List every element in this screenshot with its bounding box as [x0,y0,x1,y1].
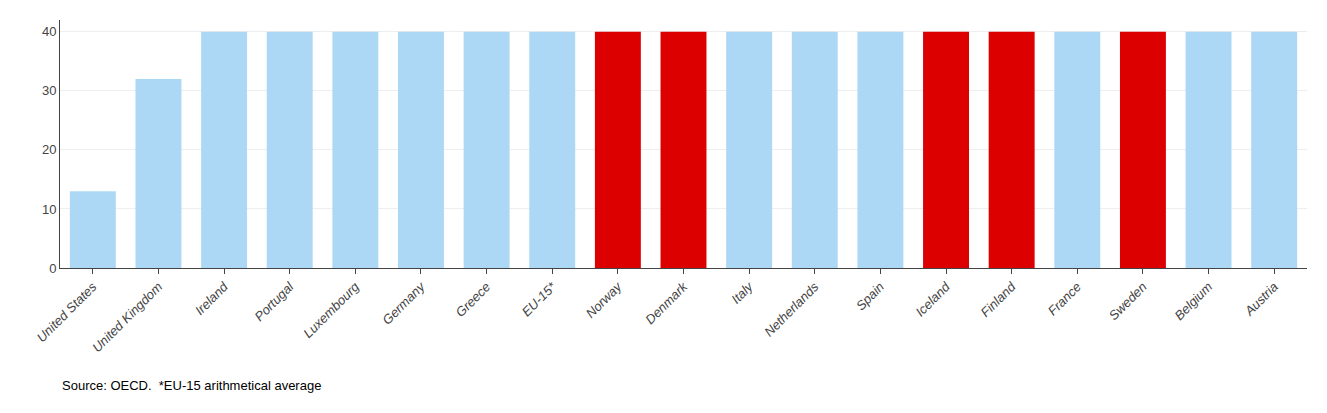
svg-text:40: 40 [42,24,56,39]
svg-text:Iceland: Iceland [912,279,953,320]
svg-text:France: France [1045,279,1084,318]
svg-text:Ireland: Ireland [192,279,231,318]
svg-text:Belgium: Belgium [1171,279,1215,323]
svg-text:Greece: Greece [453,279,494,320]
svg-text:United Kingdom: United Kingdom [89,279,165,355]
svg-text:10: 10 [42,202,56,217]
svg-text:Denmark: Denmark [642,278,691,327]
svg-text:Luxembourg: Luxembourg [300,279,362,341]
svg-text:Austria: Austria [1241,279,1281,319]
svg-text:Germany: Germany [379,278,428,327]
svg-text:Spain: Spain [853,279,887,313]
svg-text:30: 30 [42,83,56,98]
svg-text:Italy: Italy [728,278,757,307]
svg-text:Finland: Finland [978,279,1019,320]
svg-text:EU-15*: EU-15* [519,279,560,320]
svg-text:Source: OECD. *EU-15 arithmet: Source: OECD. *EU-15 arithmetical averag… [62,378,321,393]
svg-text:Portugal: Portugal [252,278,298,324]
svg-text:Norway: Norway [583,278,626,321]
svg-text:United States: United States [34,279,100,345]
svg-text:0: 0 [49,261,56,276]
svg-text:Sweden: Sweden [1106,279,1150,323]
svg-text:Netherlands: Netherlands [761,279,822,340]
svg-text:20: 20 [42,142,56,157]
